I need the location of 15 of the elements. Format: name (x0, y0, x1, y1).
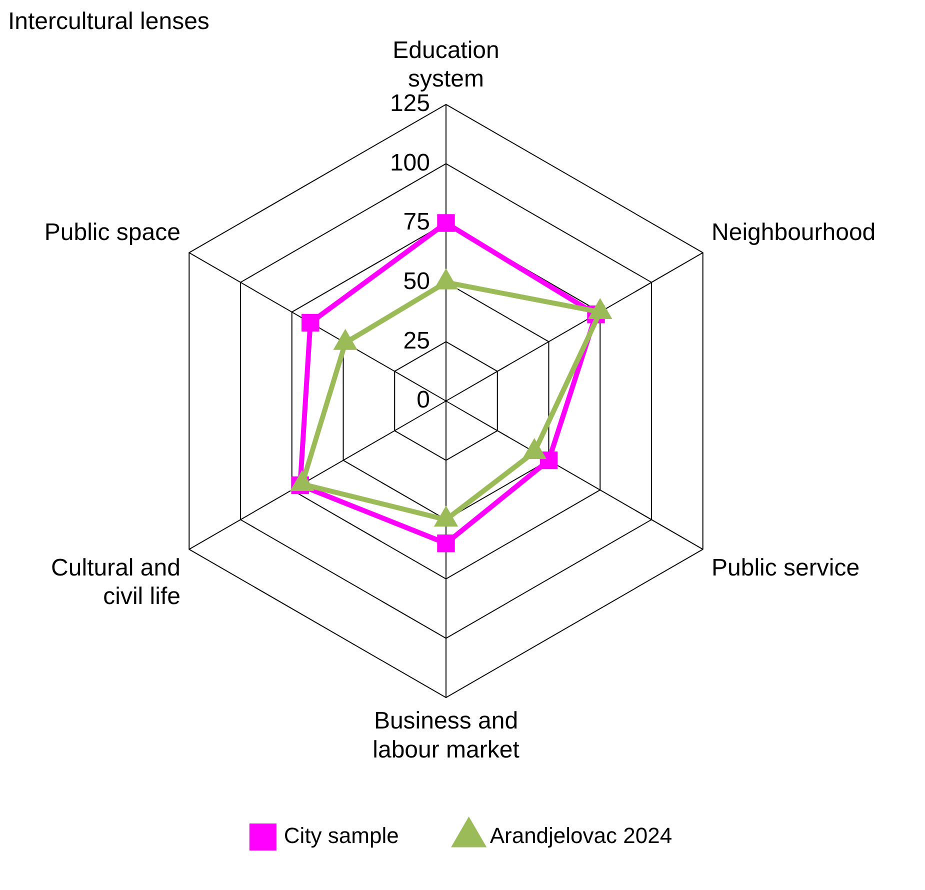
spoke-label: Neighbourhood (712, 218, 876, 246)
chart-title: Intercultural lenses (8, 8, 210, 36)
spoke-label: Cultural and civil life (51, 554, 180, 610)
spoke-label: Business and labour market (372, 708, 520, 764)
y-tick-label: 50 (403, 268, 430, 295)
legend-label: Arandjelovac 2024 (490, 823, 672, 848)
spoke-label: Education system (392, 36, 500, 93)
spoke-label: Public service (712, 554, 860, 582)
y-tick-label: 75 (403, 208, 430, 236)
y-tick-label: 125 (390, 90, 430, 118)
spoke-label: Public space (44, 218, 180, 246)
legend-label: City sample (284, 823, 399, 848)
y-tick-label: 25 (403, 327, 430, 354)
y-tick-label: 100 (390, 149, 430, 176)
y-tick-label: 0 (416, 386, 430, 414)
